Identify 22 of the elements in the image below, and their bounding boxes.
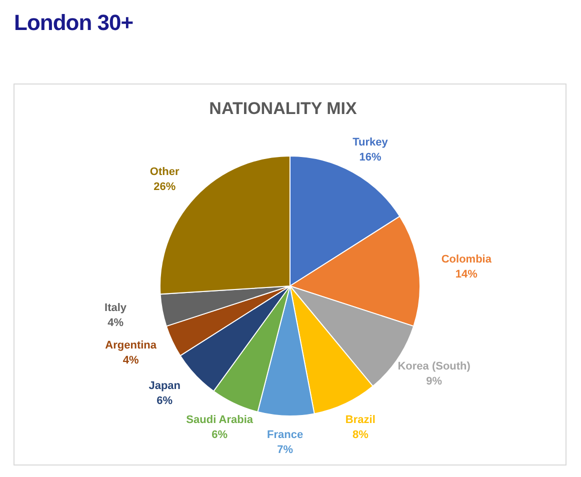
- slice-label: Other: [150, 166, 180, 178]
- data-label: 14%: [455, 268, 478, 280]
- slice-label: Japan: [148, 380, 181, 392]
- data-label: 7%: [277, 444, 294, 456]
- slice-label: Turkey: [352, 136, 389, 148]
- slice-label: Korea (South): [398, 360, 471, 373]
- chart-subtitle: NATIONALITY MIX: [209, 99, 358, 118]
- data-label: 8%: [352, 429, 369, 442]
- slice-label: Italy: [104, 302, 128, 314]
- data-label: 4%: [122, 354, 139, 366]
- slice-label: France: [267, 428, 304, 441]
- slice-label: Brazil: [345, 414, 376, 426]
- data-label: 4%: [108, 317, 124, 330]
- data-label: 6%: [212, 429, 228, 442]
- slice-label: Saudi Arabia: [186, 414, 254, 426]
- slice-label: Argentina: [105, 339, 158, 352]
- slice-label: Colombia: [441, 253, 492, 266]
- data-label: 26%: [154, 181, 176, 194]
- chart-title: London 30+: [14, 10, 134, 35]
- data-label: 16%: [359, 151, 382, 164]
- data-label: 6%: [156, 394, 173, 407]
- data-label: 9%: [426, 376, 442, 388]
